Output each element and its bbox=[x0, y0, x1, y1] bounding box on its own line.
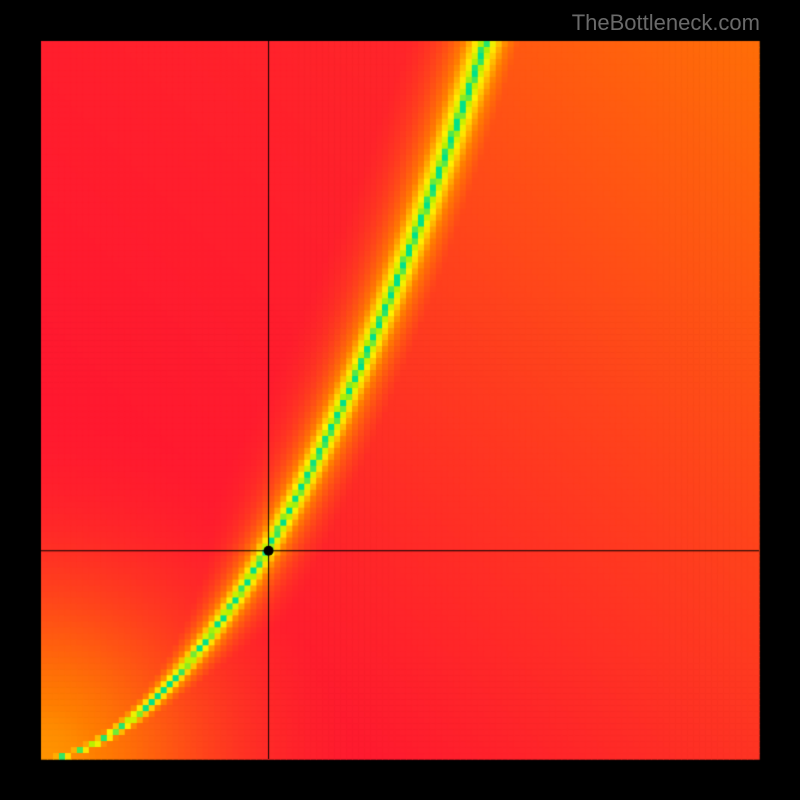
chart-container: TheBottleneck.com bbox=[0, 0, 800, 800]
watermark-text: TheBottleneck.com bbox=[572, 10, 760, 36]
heatmap-canvas bbox=[0, 0, 800, 800]
